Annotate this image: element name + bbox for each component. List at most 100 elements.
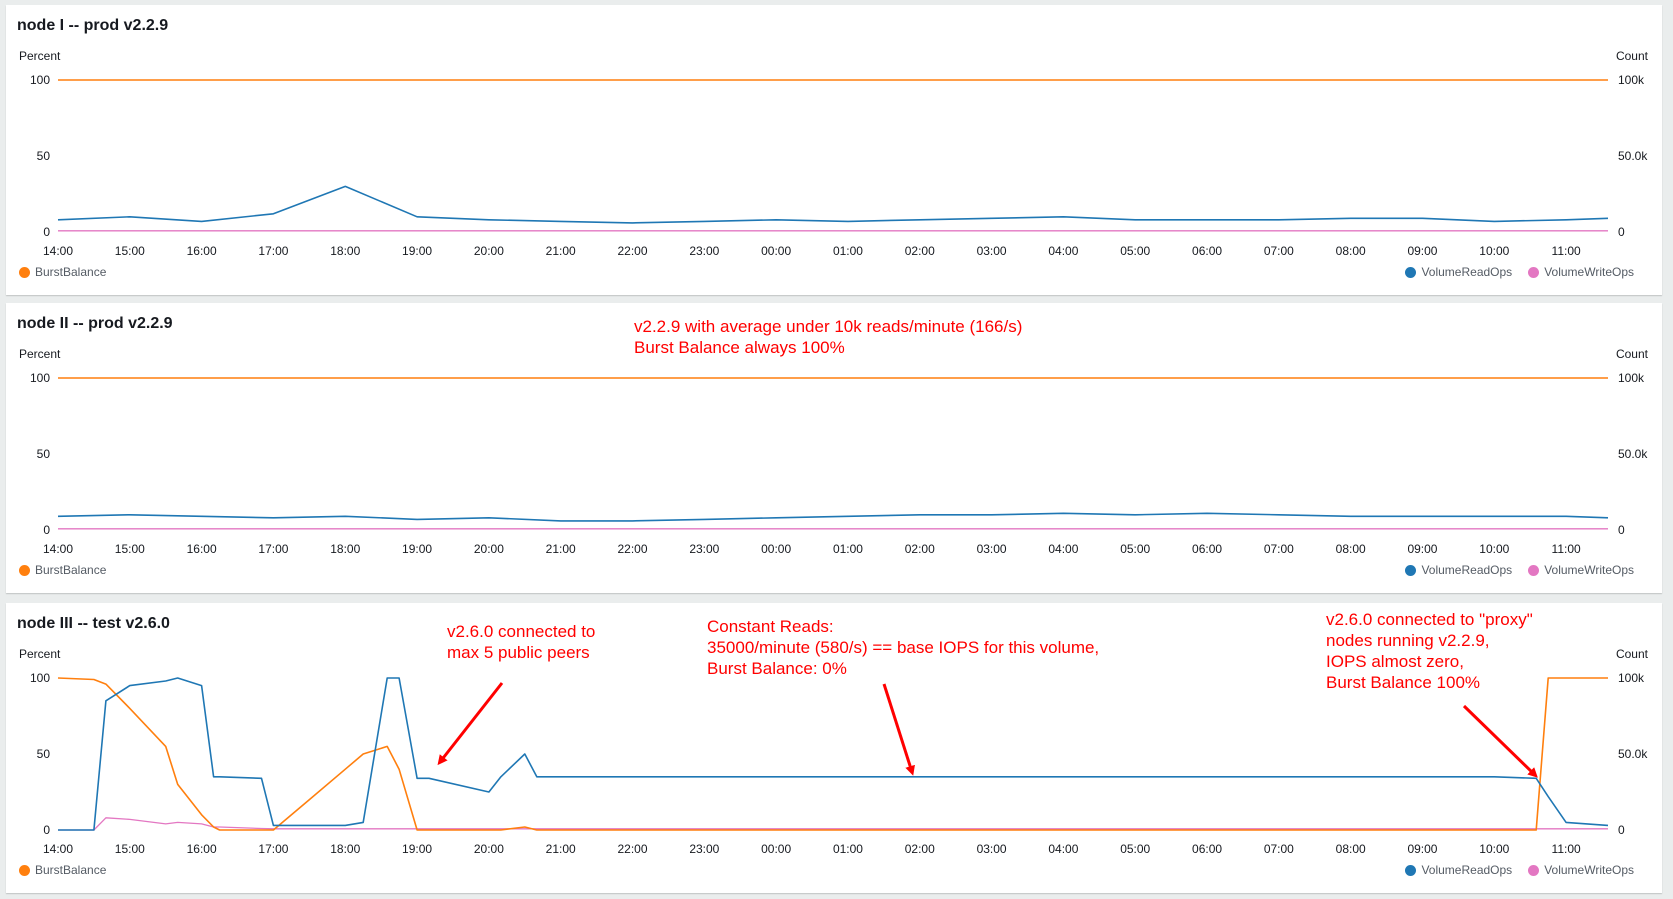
legend-item-read[interactable]: VolumeReadOps (1405, 563, 1512, 577)
legend-right: VolumeReadOps VolumeWriteOps (1389, 863, 1634, 877)
left-tick-label: 0 (43, 523, 50, 537)
left-tick-label: 100 (30, 671, 50, 685)
x-tick-label: 15:00 (115, 542, 145, 556)
x-tick-label: 02:00 (905, 542, 935, 556)
legend-swatch-read (1405, 564, 1417, 576)
x-tick-label: 11:00 (1552, 842, 1581, 856)
legend-item-write[interactable]: VolumeWriteOps (1528, 563, 1634, 577)
x-tick-label: 09:00 (1407, 244, 1437, 258)
right-tick-label: 100k (1618, 371, 1645, 385)
chart-plot: Percent Count 100 50 0 100k 50.0k 0 14:00 15:00 16… (19, 347, 1649, 556)
left-tick-label: 100 (30, 371, 50, 385)
legend-right: VolumeReadOps VolumeWriteOps (1389, 265, 1634, 279)
x-tick-label: 05:00 (1120, 244, 1150, 258)
legend-item-write[interactable]: VolumeWriteOps (1528, 863, 1634, 877)
x-tick-label: 01:00 (833, 842, 863, 856)
chart-plot: Percent Count 100 50 0 100k 50.0k 0 14:00 15:00 16… (19, 647, 1649, 856)
legend-item-read[interactable]: VolumeReadOps (1405, 863, 1512, 877)
left-tick-label: 0 (43, 823, 50, 837)
x-tick-label: 04:00 (1048, 244, 1078, 258)
x-tick-label: 19:00 (402, 244, 432, 258)
x-tick-label: 17:00 (258, 842, 288, 856)
legend-swatch-burst (19, 564, 30, 576)
right-axis-unit: Count (1616, 347, 1649, 361)
legend-swatch-write (1528, 864, 1540, 876)
left-tick-label: 0 (43, 225, 50, 239)
x-tick-label: 14:00 (43, 244, 73, 258)
x-tick-label: 08:00 (1336, 244, 1366, 258)
chart-plot: Percent Count 100 50 0 100k 50.0k 0 14:00 15:00 16… (19, 49, 1649, 258)
x-tick-label: 16:00 (187, 542, 217, 556)
x-tick-label: 01:00 (833, 542, 863, 556)
x-tick-label: 15:00 (115, 244, 145, 258)
x-tick-label: 09:00 (1407, 542, 1437, 556)
legend-label-write: VolumeWriteOps (1544, 265, 1634, 279)
x-tick-label: 06:00 (1192, 842, 1222, 856)
x-tick-label: 22:00 (618, 842, 648, 856)
right-tick-label: 0 (1618, 225, 1625, 239)
x-tick-label: 17:00 (258, 542, 288, 556)
left-tick-label: 50 (37, 747, 51, 761)
x-tick-label: 08:00 (1336, 542, 1366, 556)
x-tick-label: 22:00 (618, 542, 648, 556)
legend-label-read: VolumeReadOps (1421, 863, 1513, 877)
x-tick-label: 20:00 (474, 542, 504, 556)
x-tick-label: 01:00 (833, 244, 863, 258)
x-tick-label: 14:00 (43, 842, 73, 856)
x-tick-label: 16:00 (187, 842, 217, 856)
legend-swatch-write (1528, 564, 1540, 576)
legend-swatch-burst (19, 266, 30, 278)
legend-label-burst[interactable]: BurstBalance (35, 863, 107, 877)
x-tick-label: 04:00 (1048, 842, 1078, 856)
x-tick-label: 23:00 (689, 244, 719, 258)
series-line-volumereadops (57, 512, 1609, 522)
x-tick-label: 00:00 (761, 542, 791, 556)
chart-panel-node-3: node III -- test v2.6.0 Percent Count 100 5… (6, 603, 1662, 893)
legend-label-burst[interactable]: BurstBalance (35, 265, 107, 279)
x-tick-label: 04:00 (1048, 542, 1078, 556)
x-tick-label: 20:00 (474, 244, 504, 258)
series-line-volumewriteops (58, 817, 1608, 831)
legend-label-write: VolumeWriteOps (1544, 563, 1634, 577)
x-tick-label: 23:00 (689, 542, 719, 556)
left-axis-unit: Percent (19, 347, 61, 361)
right-tick-label: 0 (1618, 823, 1625, 837)
left-axis-unit: Percent (19, 49, 61, 63)
series-line-burstbalance (57, 677, 1608, 831)
panel-title: node II -- prod v2.2.9 (17, 315, 173, 332)
x-tick-label: 18:00 (330, 542, 360, 556)
x-tick-label: 03:00 (977, 244, 1007, 258)
left-tick-label: 50 (37, 149, 51, 163)
x-tick-label: 21:00 (546, 842, 576, 856)
right-tick-label: 100k (1618, 671, 1645, 685)
right-axis-unit: Count (1616, 647, 1649, 661)
legend-left: BurstBalance (19, 265, 106, 279)
x-tick-label: 14:00 (43, 542, 73, 556)
right-tick-label: 50.0k (1618, 747, 1648, 761)
legend-item-write[interactable]: VolumeWriteOps (1528, 265, 1634, 279)
x-tick-label: 06:00 (1192, 542, 1222, 556)
panel-title: node I -- prod v2.2.9 (17, 17, 169, 34)
panel-title: node III -- test v2.6.0 (17, 615, 170, 632)
legend-item-read[interactable]: VolumeReadOps (1405, 265, 1512, 279)
x-tick-label: 10:00 (1479, 244, 1509, 258)
x-tick-label: 15:00 (115, 842, 145, 856)
x-tick-label: 19:00 (402, 842, 432, 856)
x-tick-label: 02:00 (905, 842, 935, 856)
x-tick-label: 22:00 (618, 244, 648, 258)
legend-label-read: VolumeReadOps (1421, 563, 1513, 577)
x-tick-label: 08:00 (1336, 842, 1366, 856)
x-tick-label: 18:00 (330, 244, 360, 258)
legend-swatch-write (1528, 266, 1540, 278)
left-axis-unit: Percent (19, 647, 61, 661)
x-tick-label: 00:00 (761, 842, 791, 856)
x-tick-label: 07:00 (1264, 244, 1294, 258)
x-tick-label: 20:00 (474, 842, 504, 856)
series-line-volumereadops (57, 185, 1609, 224)
chart-panel-node-1: node I -- prod v2.2.9 Percent Count 100 50 0… (6, 5, 1662, 295)
legend-left: BurstBalance (19, 563, 106, 577)
x-tick-label: 10:00 (1479, 542, 1509, 556)
legend-label-burst[interactable]: BurstBalance (35, 563, 107, 577)
x-tick-label: 19:00 (402, 542, 432, 556)
series-line-volumereadops (58, 677, 1609, 831)
